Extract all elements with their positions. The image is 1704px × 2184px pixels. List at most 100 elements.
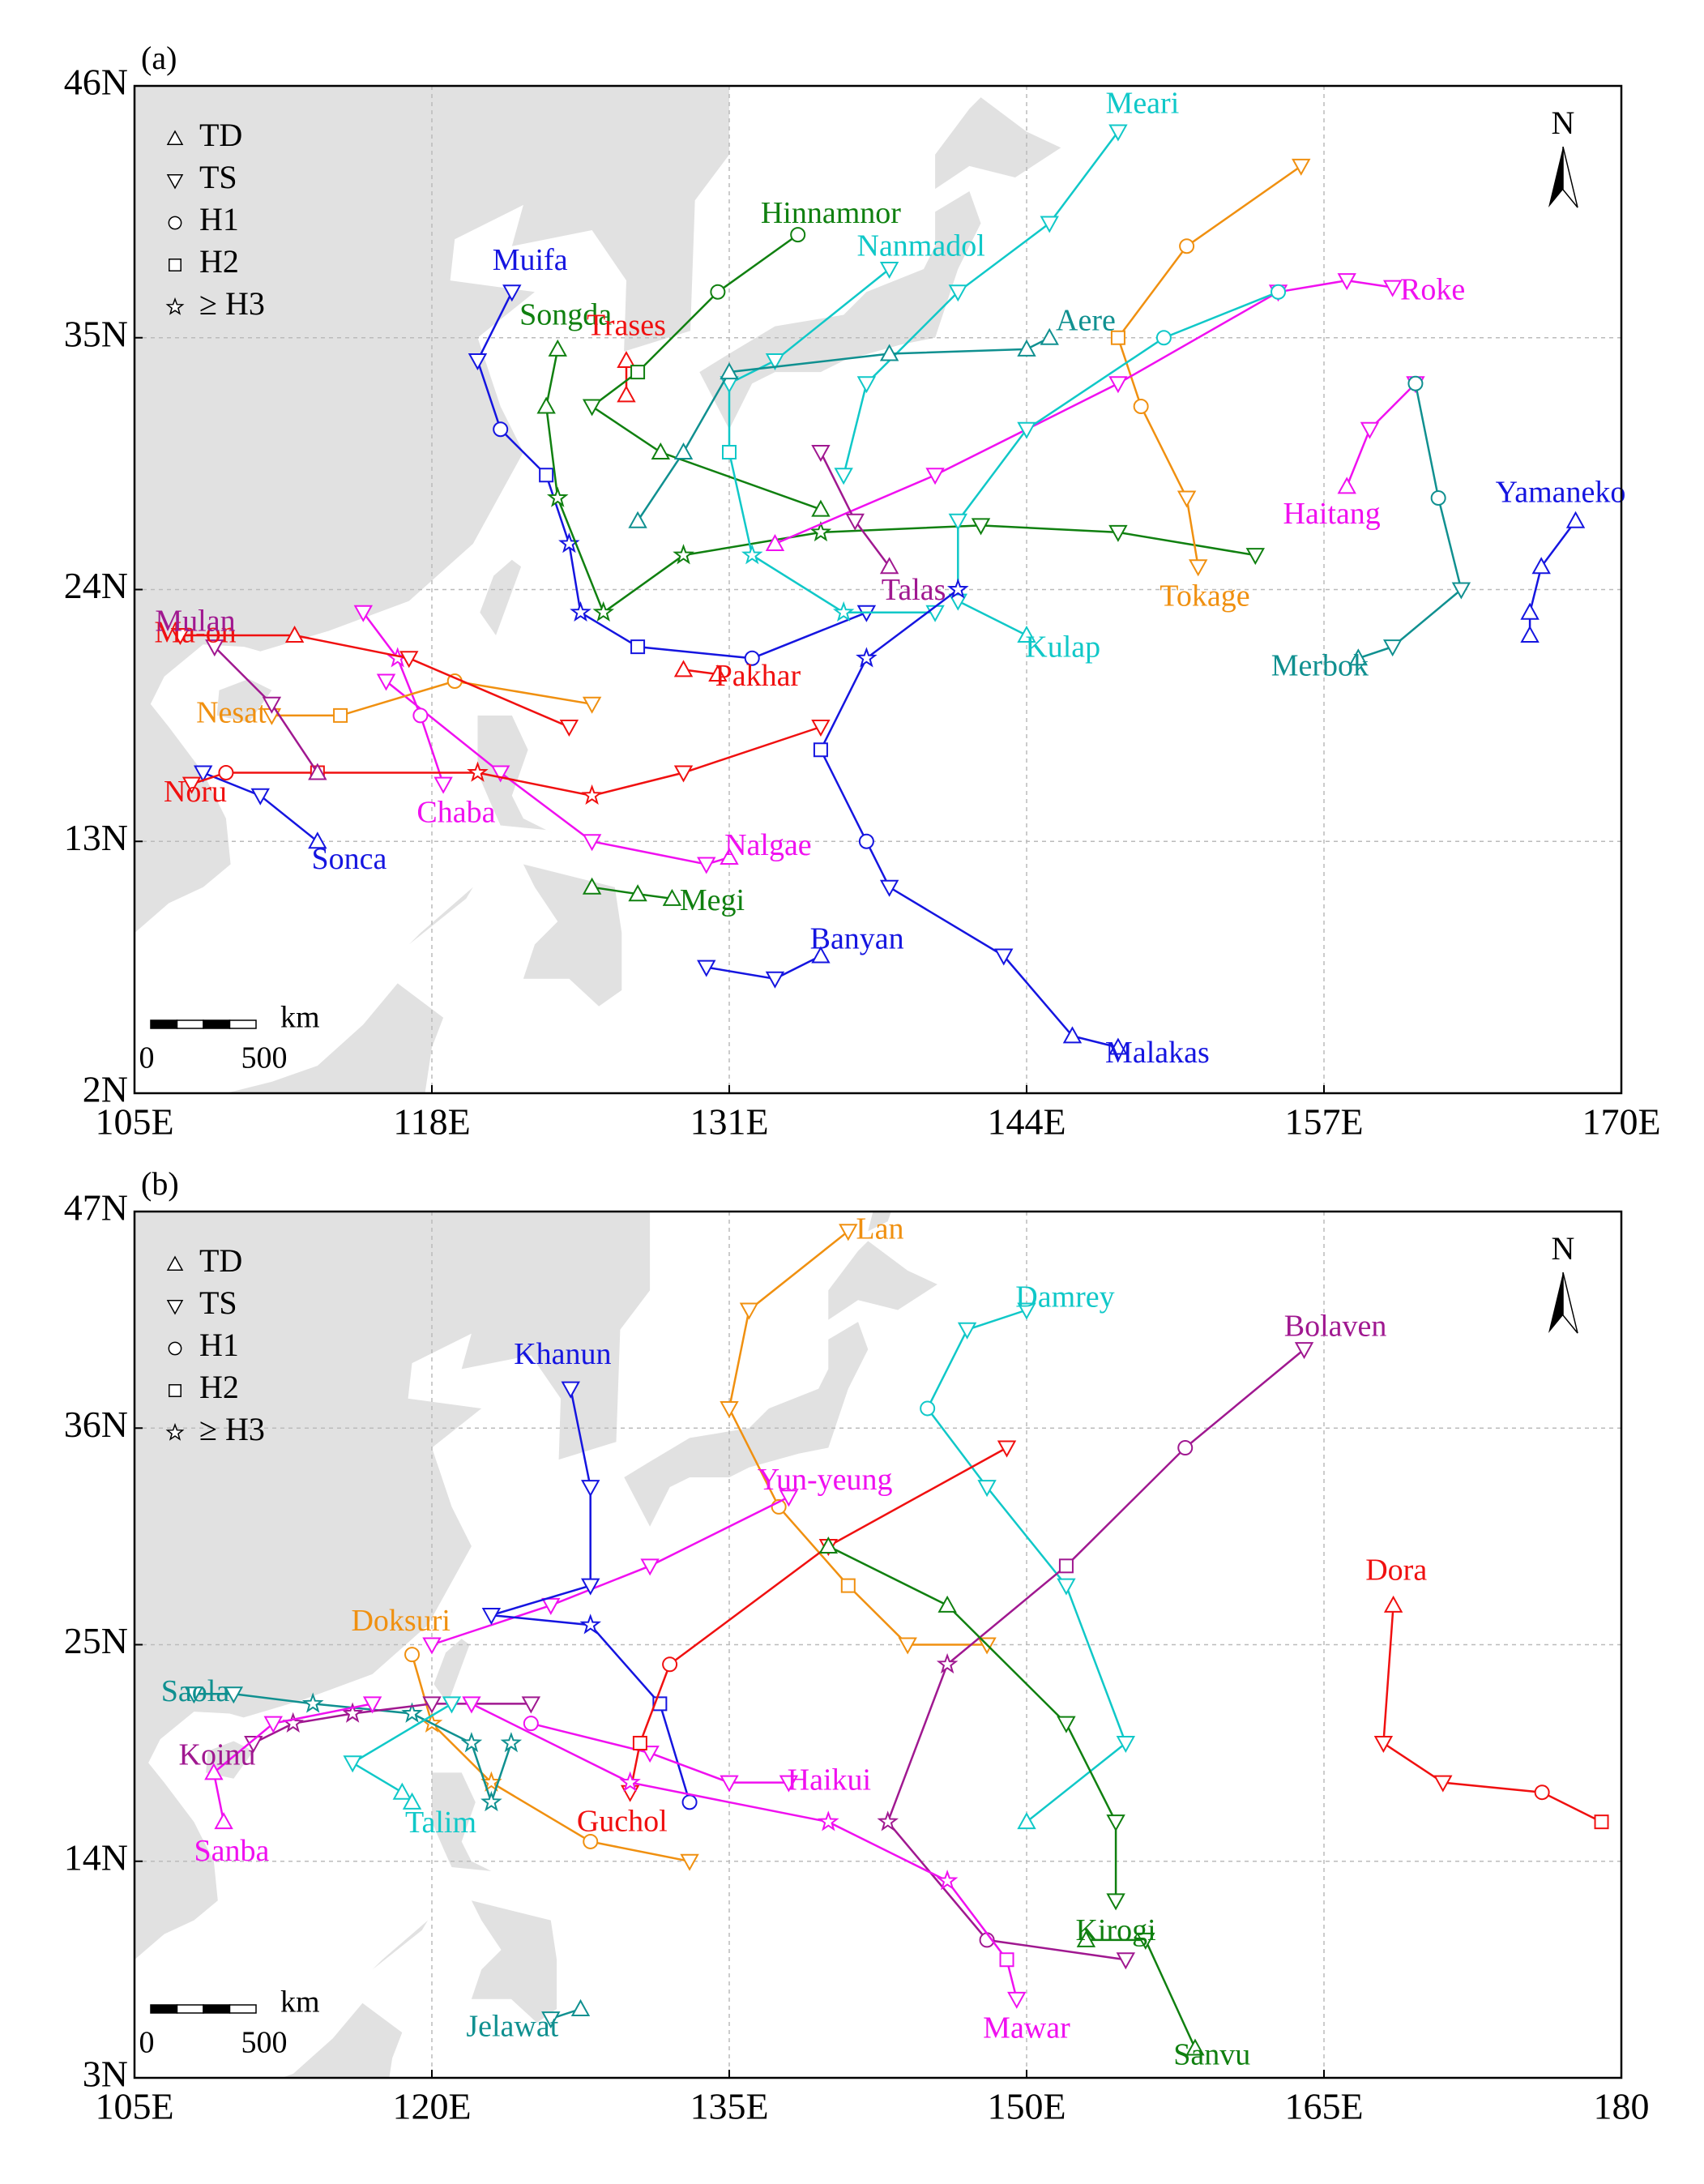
td-marker bbox=[1076, 1930, 1096, 1947]
h3-marker bbox=[936, 1652, 959, 1674]
td-marker bbox=[879, 344, 899, 361]
ts-marker bbox=[977, 1480, 997, 1498]
y-tick-label: 14N bbox=[64, 1836, 128, 1878]
h2-marker bbox=[813, 742, 828, 758]
storm-label: Doksuri bbox=[351, 1604, 450, 1638]
ts-marker bbox=[582, 399, 602, 417]
legend-label: H2 bbox=[199, 243, 239, 280]
h1-marker bbox=[858, 833, 874, 849]
ts-marker bbox=[581, 1480, 600, 1498]
ts-marker bbox=[948, 593, 968, 611]
h2-marker bbox=[1110, 330, 1125, 345]
track bbox=[184, 1686, 523, 1812]
ts-marker bbox=[521, 1696, 541, 1714]
ts-marker bbox=[224, 1686, 244, 1704]
h1-marker bbox=[681, 1794, 698, 1810]
td-marker bbox=[1520, 602, 1540, 620]
h2-marker bbox=[840, 1578, 856, 1593]
h2-marker bbox=[333, 707, 348, 723]
track-line bbox=[1117, 165, 1302, 567]
h1-marker bbox=[662, 1656, 678, 1673]
storm-label: Megi bbox=[680, 883, 745, 917]
track bbox=[1076, 1930, 1205, 2056]
storm-label: Talas bbox=[882, 573, 946, 607]
td-marker bbox=[548, 339, 567, 357]
td-marker bbox=[765, 533, 785, 551]
ts-marker bbox=[1116, 1735, 1136, 1754]
h2-marker bbox=[1058, 1558, 1074, 1574]
ts-marker bbox=[1337, 273, 1356, 291]
ts-marker bbox=[879, 262, 899, 280]
ts-marker bbox=[1106, 1814, 1125, 1832]
h3-marker bbox=[936, 1870, 959, 1891]
h2-marker bbox=[632, 1735, 647, 1750]
h3-marker bbox=[546, 486, 569, 507]
track bbox=[697, 946, 831, 989]
north-arrow bbox=[1562, 1272, 1578, 1334]
track bbox=[205, 639, 327, 780]
ts-marker bbox=[1017, 1302, 1036, 1320]
storm-label: Kirogi bbox=[1075, 1913, 1155, 1947]
track bbox=[877, 1342, 1314, 1970]
ts-marker bbox=[561, 1381, 580, 1399]
track-line bbox=[530, 1722, 789, 1784]
storm-label: Khanun bbox=[514, 1337, 611, 1371]
track bbox=[834, 124, 1128, 485]
td-marker bbox=[720, 847, 739, 865]
scale-segment bbox=[150, 2004, 178, 2014]
track-line bbox=[1528, 519, 1577, 635]
ts-marker bbox=[779, 1775, 799, 1793]
td-marker bbox=[617, 385, 636, 403]
storm-label: Tokage bbox=[1159, 579, 1249, 613]
td-marker bbox=[1108, 1037, 1128, 1055]
x-tick-label: 180 bbox=[1594, 2086, 1650, 2127]
ts-marker bbox=[581, 1578, 600, 1596]
td-marker bbox=[617, 350, 636, 368]
panel-label: (a) bbox=[141, 40, 177, 76]
map-panel: 105E 120E 135E 150E 165E 180 3N 14N 25N 36N 47N Lan… bbox=[64, 1165, 1650, 2127]
track bbox=[204, 1696, 382, 1830]
land bbox=[372, 1920, 429, 1970]
x-tick-label: 118E bbox=[393, 1101, 470, 1143]
ts-marker bbox=[1007, 1991, 1027, 2009]
legend-label: H2 bbox=[199, 1369, 239, 1405]
td-marker bbox=[1062, 1026, 1083, 1044]
h1-marker bbox=[404, 1647, 421, 1663]
ts-marker bbox=[1108, 524, 1128, 542]
ts-marker bbox=[640, 1558, 660, 1576]
ts-marker bbox=[948, 513, 968, 531]
h3-marker bbox=[818, 1810, 839, 1831]
ts-marker bbox=[1057, 1578, 1076, 1596]
h1-marker bbox=[1407, 375, 1424, 391]
ts-marker bbox=[490, 765, 510, 783]
h2-marker bbox=[722, 445, 737, 459]
land bbox=[225, 983, 444, 1093]
storm-label: Nanmadol bbox=[857, 229, 985, 263]
track-line bbox=[819, 588, 1119, 1049]
h3-marker bbox=[301, 1692, 324, 1713]
td-marker bbox=[166, 1255, 184, 1271]
storm-label: Yamaneko bbox=[1496, 475, 1626, 509]
td-marker bbox=[818, 1536, 839, 1554]
land bbox=[408, 887, 473, 945]
h3-marker bbox=[480, 1790, 502, 1812]
ts-marker bbox=[1057, 1716, 1076, 1733]
legend-label: TS bbox=[199, 1284, 237, 1321]
land bbox=[433, 1639, 470, 1704]
h3-marker bbox=[946, 578, 969, 599]
td-marker bbox=[673, 660, 694, 677]
h3-marker bbox=[579, 1613, 602, 1635]
td-marker bbox=[708, 664, 728, 682]
h3-marker bbox=[460, 1732, 483, 1753]
ts-marker bbox=[948, 284, 968, 302]
scale-segment bbox=[150, 1019, 178, 1029]
ts-marker bbox=[1040, 216, 1059, 233]
ts-marker bbox=[1451, 582, 1471, 600]
x-tick-label: 144E bbox=[987, 1101, 1066, 1143]
track bbox=[920, 1302, 1136, 1830]
track bbox=[1110, 158, 1311, 577]
scale-unit: km bbox=[280, 1985, 320, 2019]
land bbox=[935, 97, 1061, 190]
ts-marker bbox=[1294, 1342, 1314, 1360]
storm-label: Sonca bbox=[311, 842, 386, 876]
